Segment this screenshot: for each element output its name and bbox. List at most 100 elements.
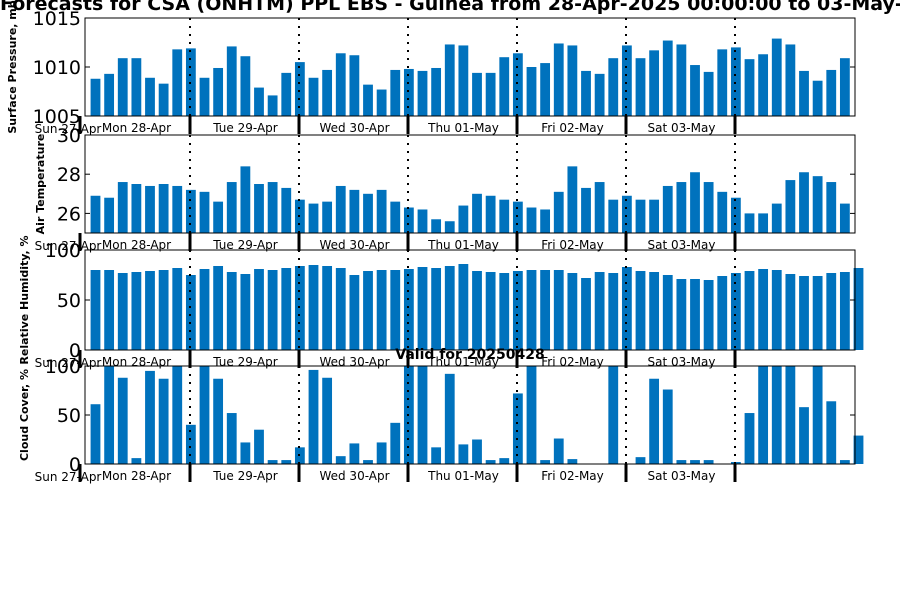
bar-4-24 [417,366,428,464]
bar-4-44 [690,460,700,464]
bar-3-41 [649,272,660,350]
bar-4-41 [649,378,660,464]
valid-label: Valid for 20250428 [395,347,544,363]
x-day-label-4-3: Thu 01-May [427,469,499,483]
axes-box-2 [84,134,856,234]
bar-1-11 [240,56,251,116]
bar-3-1 [104,270,115,350]
bar-1-2 [117,58,128,116]
bar-1-13 [267,95,278,116]
bar-2-46 [717,191,728,233]
bar-1-53 [812,80,823,116]
bar-3-12 [254,269,264,350]
bar-1-36 [581,70,591,116]
bar-2-37 [594,182,605,233]
bar-2-14 [281,187,292,233]
x-day-label-4-4: Fri 02-May [541,469,604,483]
bar-4-32 [526,366,537,464]
ytick-label-2-28: 28 [57,164,81,186]
bar-4-5 [158,378,169,464]
bar-4-25 [431,447,442,464]
bar-4-21 [376,442,387,464]
bar-3-24 [417,267,428,350]
chart-title: Forecasts for CSA (ONHTM) PPL EBS - Guin… [0,0,900,15]
bar-1-15 [294,62,305,116]
bar-4-35 [567,459,578,464]
bar-2-29 [485,195,496,233]
ytick-label-2-30: 30 [57,125,81,147]
bar-1-34 [553,43,564,117]
ytick-label-4-100: 100 [45,356,81,378]
bar-3-11 [240,274,251,350]
bar-4-29 [485,460,496,464]
bar-3-27 [458,264,469,350]
bar-3-48 [744,271,755,350]
ytick-label-3-50: 50 [57,290,81,312]
bar-2-32 [526,207,537,233]
x-start-label-1: Sun 27-Apr [35,122,102,136]
x-day-label-1-0: Mon 28-Apr [102,121,171,135]
x-start-label-4: Sun 27-Apr [35,470,102,484]
ytick-label-1-1015: 1015 [33,8,81,30]
x-day-label-2-1: Tue 29-Apr [212,238,277,252]
bar-3-5 [158,270,169,350]
bar-3-2 [117,273,128,350]
bar-4-55 [839,460,850,464]
bar-4-51 [785,366,796,464]
bar-3-32 [526,270,537,350]
bar-1-46 [717,49,728,116]
bar-2-18 [335,185,346,233]
bar-4-48 [744,413,755,464]
bar-2-3 [131,184,142,233]
bar-2-23 [403,207,414,233]
bar-2-43 [676,182,687,233]
bar-3-40 [635,271,646,350]
bar-4-20 [363,460,373,464]
bar-3-3 [131,272,142,350]
bar-4-9 [213,378,224,464]
bar-3-13 [267,270,278,350]
bar-3-22 [390,270,401,350]
bar-2-17 [322,201,333,233]
bar-2-22 [390,201,401,233]
bar-2-20 [363,193,373,233]
x-day-label-1-2: Wed 30-Apr [319,121,389,135]
bar-1-38 [608,58,619,116]
bar-1-47 [730,47,741,116]
bar-1-23 [403,68,414,116]
bar-3-56 [853,268,864,350]
bar-2-12 [254,184,264,233]
bar-4-38 [608,366,619,464]
x-day-label-3-5: Sat 03-May [648,355,716,369]
bar-1-4 [145,77,155,116]
bar-3-43 [676,279,687,350]
bar-2-48 [744,213,755,233]
bar-4-18 [335,456,346,464]
bar-3-30 [499,273,510,350]
ytick-label-4-50: 50 [57,405,81,427]
x-day-label-1-1: Tue 29-Apr [212,121,277,135]
bar-2-10 [226,182,237,233]
bar-2-7 [185,189,196,233]
bar-4-31 [512,393,523,464]
bar-1-42 [662,40,673,116]
bar-1-24 [417,70,428,116]
bar-3-51 [785,274,796,350]
bar-4-42 [662,389,673,464]
bar-1-48 [744,59,755,116]
bar-4-3 [131,458,142,464]
bar-1-30 [499,57,510,116]
bar-1-22 [390,69,401,116]
bar-4-7 [185,424,196,464]
bar-1-19 [349,55,360,116]
bar-1-28 [472,72,482,116]
bar-2-6 [172,185,183,233]
ytick-label-3-100: 100 [45,240,81,262]
bar-1-3 [131,58,142,116]
bar-3-21 [376,270,387,350]
bar-3-37 [594,272,605,350]
bar-2-26 [444,221,455,233]
bar-4-6 [172,366,183,464]
bar-1-50 [771,38,782,116]
bar-1-49 [758,54,769,116]
